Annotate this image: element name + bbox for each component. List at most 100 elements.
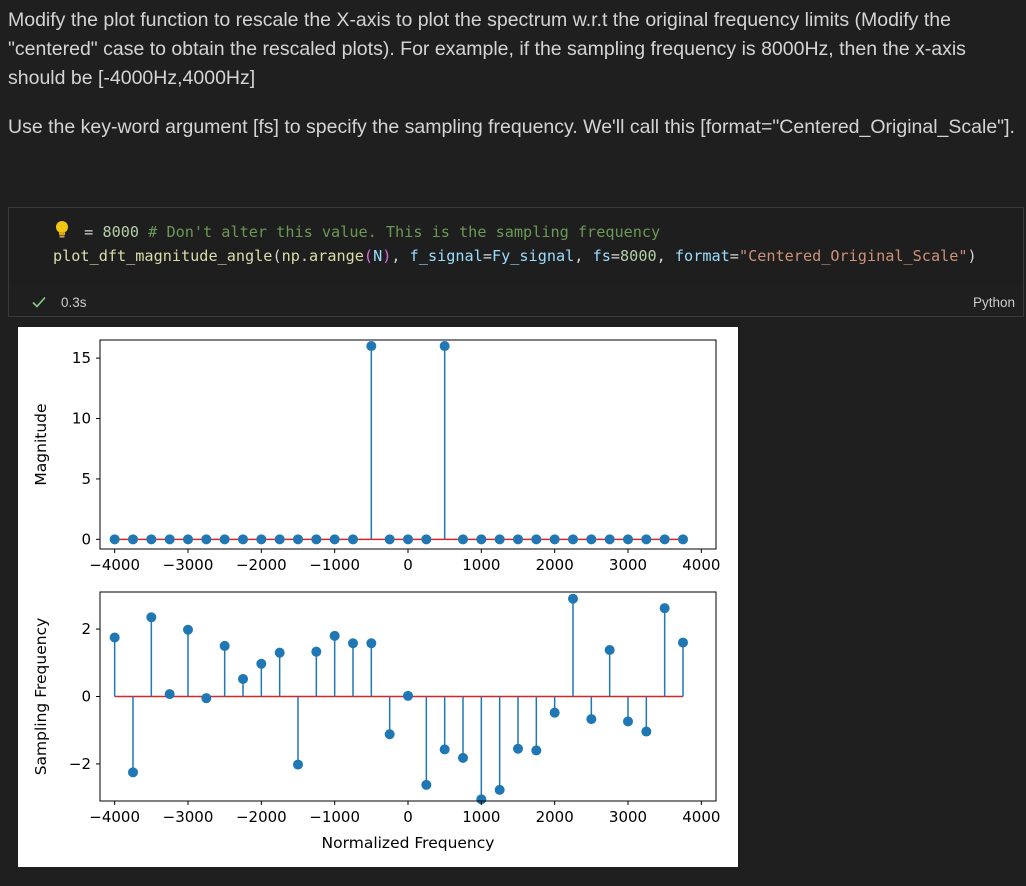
x-tick-label: 3000 bbox=[609, 808, 647, 826]
stem-marker bbox=[641, 726, 652, 737]
stem-marker bbox=[384, 534, 395, 545]
stem-marker bbox=[128, 767, 138, 778]
stem-marker bbox=[641, 534, 652, 545]
y-tick-label: 2 bbox=[81, 620, 91, 638]
stem-marker bbox=[293, 534, 303, 545]
code-paren: ) bbox=[967, 247, 977, 265]
y-tick-label: 15 bbox=[72, 349, 91, 367]
code-cell[interactable]: = 8000 # Don't alter this value. This is… bbox=[8, 207, 1024, 317]
stem-marker bbox=[366, 638, 377, 649]
x-tick-label: 0 bbox=[403, 808, 413, 826]
stem-marker bbox=[604, 534, 615, 545]
code-eq: = bbox=[729, 247, 739, 265]
stem-marker bbox=[678, 534, 688, 545]
y-tick-label: 5 bbox=[81, 470, 91, 488]
language-label[interactable]: Python bbox=[972, 295, 1015, 310]
code-editor[interactable]: = 8000 # Don't alter this value. This is… bbox=[9, 208, 1023, 286]
stem-plot-figure: −4000 −3000 −2000 −1000 0 1000 2000 3000 4000 0 5 1… bbox=[32, 339, 720, 852]
stem-marker bbox=[219, 640, 230, 651]
stem-marker bbox=[568, 593, 578, 604]
x-tick-label: 2000 bbox=[536, 808, 574, 826]
code-kwarg: fs bbox=[592, 247, 611, 265]
x-tick-label: −2000 bbox=[236, 808, 287, 826]
y-tick-label: 10 bbox=[72, 410, 91, 428]
stem-marker bbox=[329, 630, 340, 641]
code-line-2: plot_dft_magnitude_angle(np.arange(N), f… bbox=[53, 247, 977, 265]
check-icon bbox=[32, 296, 46, 308]
stem-marker bbox=[623, 534, 633, 545]
y-axis-label: Sampling Frequency bbox=[32, 618, 50, 776]
stem-marker bbox=[531, 534, 542, 545]
code-kwarg: f_signal bbox=[409, 247, 483, 265]
execution-time: 0.3s bbox=[61, 295, 87, 310]
x-tick-label: −3000 bbox=[163, 808, 214, 826]
stem-marker bbox=[183, 624, 193, 635]
code-number: 8000 bbox=[620, 247, 657, 265]
stem-marker bbox=[586, 534, 597, 545]
stem-marker bbox=[238, 534, 248, 545]
x-tick-label: 4000 bbox=[682, 808, 720, 826]
stem-marker bbox=[403, 534, 413, 545]
stem-marker bbox=[439, 744, 450, 755]
x-tick-label: −3000 bbox=[163, 556, 214, 574]
code-number: 8000 bbox=[102, 223, 140, 241]
code-arg-func: np.arange bbox=[281, 247, 364, 265]
stem-marker bbox=[329, 534, 340, 545]
markdown-instructions: Modify the plot function to rescale the … bbox=[8, 9, 972, 89]
stem-marker bbox=[659, 534, 670, 545]
x-tick-label: −1000 bbox=[309, 808, 360, 826]
code-sep: , bbox=[391, 247, 410, 265]
stem-marker bbox=[274, 534, 285, 545]
markdown-fs-note: Use the key-word argument [fs] to specif… bbox=[8, 116, 1015, 138]
stem-marker bbox=[164, 689, 175, 700]
stem-marker bbox=[421, 779, 432, 790]
axes-frame-0 bbox=[99, 339, 717, 550]
stem-marker bbox=[678, 637, 688, 648]
code-var: N bbox=[373, 247, 383, 265]
stem-marker bbox=[659, 603, 670, 614]
y-tick-label: −2 bbox=[69, 755, 91, 773]
stem-marker bbox=[366, 341, 377, 352]
stem-marker bbox=[494, 534, 505, 545]
x-tick-label: 3000 bbox=[609, 556, 647, 574]
x-tick-label: −2000 bbox=[236, 556, 287, 574]
y-tick-label: 0 bbox=[81, 530, 91, 548]
code-sep: , bbox=[656, 247, 675, 265]
stem-marker bbox=[494, 784, 505, 795]
stem-marker bbox=[311, 534, 322, 545]
code-paren: ) bbox=[382, 247, 392, 265]
plot-output: −4000 −3000 −2000 −1000 0 1000 2000 3000 4000 0 5 1… bbox=[18, 327, 738, 867]
stem-marker bbox=[238, 673, 248, 684]
x-tick-label: −4000 bbox=[89, 808, 140, 826]
stem-marker bbox=[348, 638, 358, 649]
stem-marker bbox=[201, 534, 212, 545]
stem-marker bbox=[256, 658, 267, 669]
stem-marker bbox=[586, 714, 597, 725]
stem-marker bbox=[109, 534, 120, 545]
stem-marker bbox=[531, 745, 542, 756]
stem-marker bbox=[274, 647, 285, 658]
stem-marker bbox=[513, 534, 523, 545]
x-tick-label: 1000 bbox=[462, 556, 500, 574]
stem-marker bbox=[109, 632, 120, 643]
code-string: "Centered_Original_Scale" bbox=[738, 247, 968, 265]
stem-marker bbox=[439, 341, 450, 352]
stem-marker bbox=[384, 729, 395, 740]
cell-status-bar: 0.3s Python bbox=[9, 288, 1023, 318]
stem-marker bbox=[568, 534, 578, 545]
x-tick-label: −1000 bbox=[309, 556, 360, 574]
stem-marker bbox=[513, 743, 523, 754]
stem-marker bbox=[623, 716, 633, 727]
lightbulb-icon[interactable] bbox=[53, 219, 73, 241]
code-sep: , bbox=[574, 247, 593, 265]
stem-marker bbox=[128, 534, 138, 545]
stem-marker bbox=[458, 752, 468, 763]
x-tick-label: 2000 bbox=[536, 556, 574, 574]
stem-marker bbox=[476, 794, 487, 805]
stem-marker bbox=[476, 534, 487, 545]
stem-marker bbox=[146, 612, 157, 623]
stem-marker bbox=[403, 690, 413, 701]
stem-marker bbox=[219, 534, 230, 545]
stem-marker bbox=[293, 759, 303, 770]
stem-marker bbox=[604, 644, 615, 655]
